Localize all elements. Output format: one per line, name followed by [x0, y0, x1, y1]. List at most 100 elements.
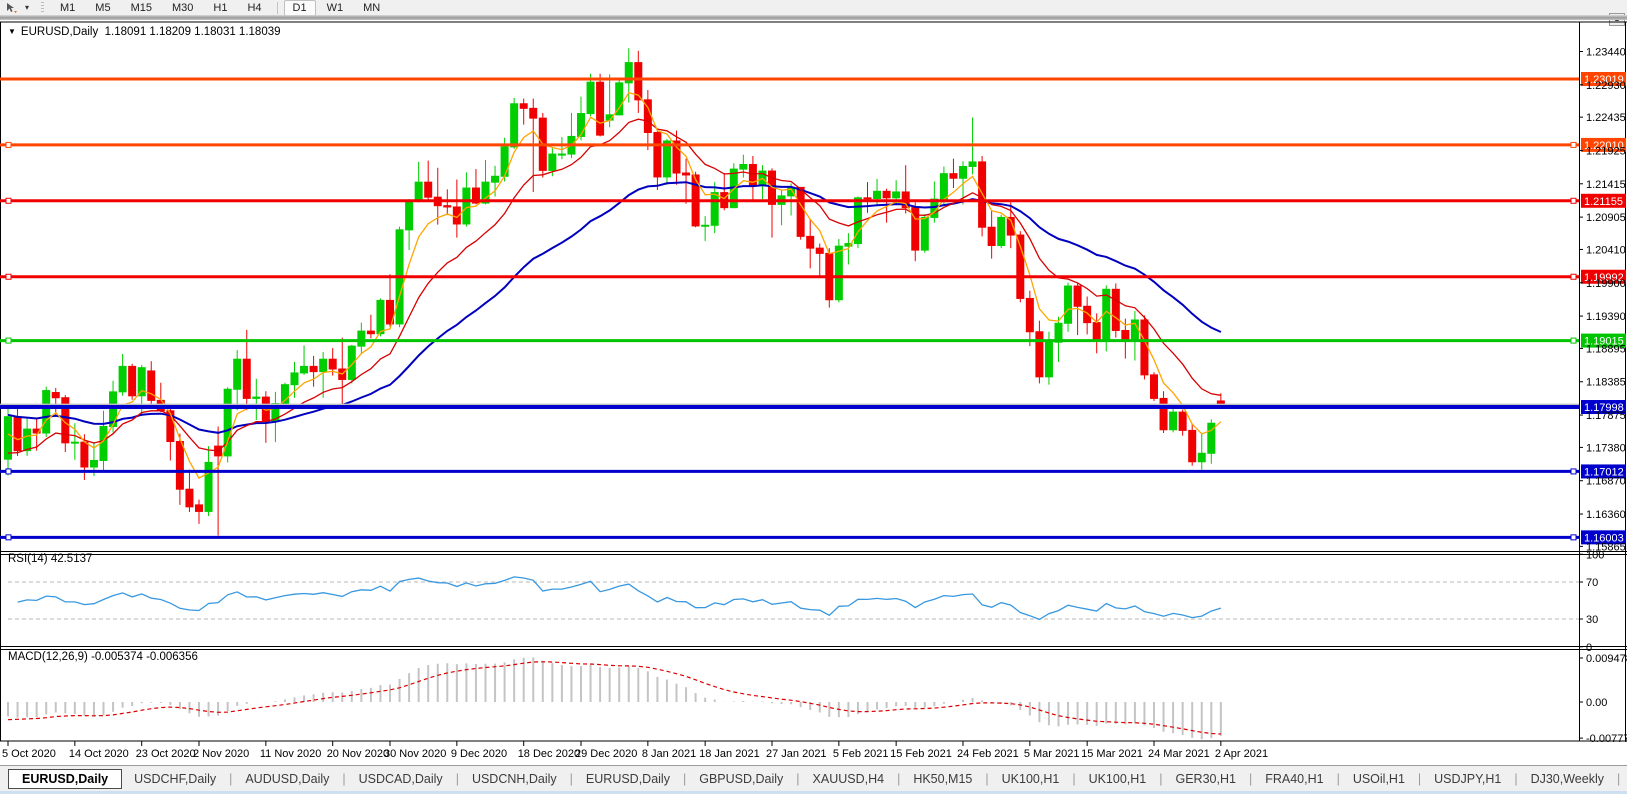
tab-separator: |	[1159, 772, 1163, 786]
candle-bull	[42, 390, 51, 434]
candle-bear	[882, 190, 891, 199]
price-axis-label: 1.23440	[1586, 46, 1626, 58]
candle-bull	[233, 358, 242, 390]
candle-bear	[13, 416, 22, 452]
rsi-axis-label: 30	[1586, 614, 1598, 626]
timeframe-button-m15[interactable]: M15	[130, 1, 152, 14]
candle-bull	[1197, 452, 1206, 463]
line-selection-marker[interactable]	[5, 273, 12, 280]
chart-tab-uk100-h1[interactable]: UK100,H1	[1088, 772, 1147, 786]
line-selection-marker[interactable]	[1570, 534, 1577, 541]
tab-separator: |	[1248, 772, 1253, 786]
chart-tab-usoil-h1[interactable]: USOil,H1	[1352, 772, 1405, 786]
timeframe-button-m1[interactable]: M1	[60, 1, 76, 14]
price-axis-label: 1.17380	[1586, 442, 1626, 454]
chart-tab-dj30-weekly[interactable]: DJ30,Weekly	[1530, 772, 1604, 786]
date-axis-label: 9 Dec 2020	[451, 748, 507, 760]
line-selection-marker[interactable]	[1570, 468, 1577, 475]
candle-bull	[405, 200, 414, 231]
macd-axis-label: -0.007778	[1586, 733, 1627, 745]
price-tag	[1581, 269, 1626, 284]
chart-tab-fra40-h1[interactable]: FRA40,H1	[1265, 772, 1324, 786]
candle-bear	[1111, 288, 1120, 331]
price-tag	[1581, 464, 1626, 479]
chart-tab-uk100-h1[interactable]: UK100,H1	[1001, 772, 1060, 786]
candle-bull	[481, 181, 490, 204]
macd-indicator-label: MACD(12,26,9) -0.005374 -0.006356	[8, 651, 198, 663]
chart-tab-ger30-h1[interactable]: GER30,H1	[1175, 772, 1236, 786]
chart-tab-eurusd-daily[interactable]: EURUSD,Daily	[585, 772, 670, 786]
candle-bull	[892, 191, 901, 199]
tab-separator: |	[229, 772, 233, 786]
candle-bull	[873, 190, 882, 199]
date-axis-label: 2 Apr 2021	[1215, 748, 1268, 760]
candle-bull	[1044, 341, 1053, 378]
candle-bear	[51, 392, 60, 399]
line-selection-marker[interactable]	[5, 534, 12, 541]
chart-tab-eurusd-daily[interactable]: EURUSD,Daily	[8, 769, 123, 789]
toolbar-separator	[276, 1, 278, 14]
candle-bull	[23, 428, 32, 452]
candle-bear	[815, 247, 824, 254]
chart-tab-hk50-m15[interactable]: HK50,M15	[913, 772, 973, 786]
chart-tab-bar: EURUSD,Daily USDCHF,Daily | AUDUSD,Daily | US…	[0, 765, 1627, 792]
price-axis-label: 1.17875	[1586, 410, 1626, 422]
timeframe-button-h1[interactable]: H1	[213, 1, 228, 14]
price-axis-label: 1.20410	[1586, 244, 1626, 256]
rsi-axis-label: 0	[1586, 642, 1592, 654]
chart-tab-usdcad-daily[interactable]: USDCAD,Daily	[358, 772, 443, 786]
candle-bull	[347, 345, 356, 380]
candle-bear	[1121, 329, 1130, 341]
candle-bear	[471, 187, 480, 204]
candle-bear	[1035, 331, 1044, 378]
chart-tab-xauusd-h4[interactable]: XAUUSD,H4	[812, 772, 885, 786]
candle-bear	[443, 205, 452, 208]
chart-tab-gbpusd-daily[interactable]: GBPUSD,Daily	[699, 772, 784, 786]
toolbar-grip[interactable]	[41, 1, 44, 14]
price-axis-label: 1.21925	[1586, 145, 1626, 157]
chart-tab-usdjpy-h1[interactable]: USDJPY,H1	[1434, 772, 1502, 786]
chart-tab-usdcnh-daily[interactable]: USDCNH,Daily	[471, 772, 557, 786]
candle-bull	[500, 146, 509, 177]
line-selection-marker[interactable]	[5, 337, 12, 344]
line-selection-marker[interactable]	[1570, 141, 1577, 148]
timeframe-button-w1[interactable]: W1	[326, 1, 344, 14]
macd-signal-line	[7, 661, 1221, 735]
ma-slow-line	[7, 181, 1222, 434]
line-selection-marker[interactable]	[1570, 273, 1577, 280]
candle-bear	[147, 370, 156, 401]
chart-tab-usdchf-daily[interactable]: USDCHF,Daily	[134, 772, 217, 786]
chart-tab-china300-h1[interactable]: CHINA300,H1	[1621, 770, 1627, 788]
price-tag-label: 1.19015	[1584, 336, 1624, 348]
line-selection-marker[interactable]	[5, 468, 12, 475]
dropdown-caret-icon[interactable]: ▾	[24, 3, 29, 12]
candle-bull	[223, 388, 232, 457]
tab-separator: |	[1072, 772, 1076, 786]
timeframe-button-mn[interactable]: MN	[363, 1, 381, 14]
chart-canvas[interactable]: 1.23019 1.22010 1.21155 1.19992 1.19015 1.179…	[0, 20, 1627, 765]
candle-bull	[89, 459, 98, 468]
candle-bull	[557, 153, 566, 156]
candle-bull	[624, 62, 633, 84]
price-axis-label: 1.16870	[1586, 476, 1626, 488]
line-selection-marker[interactable]	[5, 197, 12, 204]
line-selection-marker[interactable]	[1570, 197, 1577, 204]
price-axis-label: 1.22930	[1586, 80, 1626, 92]
chart-tab-audusd-daily[interactable]: AUDUSD,Daily	[245, 772, 330, 786]
date-axis-label: 18 Dec 2020	[518, 748, 580, 760]
price-axis-label: 1.19900	[1586, 278, 1626, 290]
timeframe-button-h4[interactable]: H4	[247, 1, 262, 14]
ma-mid-line	[7, 118, 1222, 454]
timeframe-button-m5[interactable]: M5	[95, 1, 111, 14]
candle-bull	[462, 187, 471, 225]
timeframe-button-d1[interactable]: D1	[283, 0, 316, 16]
date-axis-label: 27 Jan 2021	[766, 748, 827, 760]
candle-bull	[109, 391, 118, 427]
line-selection-marker[interactable]	[5, 141, 12, 148]
candle-bull	[577, 113, 585, 137]
candle-bear	[863, 197, 872, 200]
cursor-tool-icon[interactable]	[3, 1, 21, 15]
collapse-icon[interactable]: ▼	[8, 27, 16, 36]
timeframe-button-m30[interactable]: M30	[171, 1, 194, 14]
line-selection-marker[interactable]	[1570, 337, 1577, 344]
